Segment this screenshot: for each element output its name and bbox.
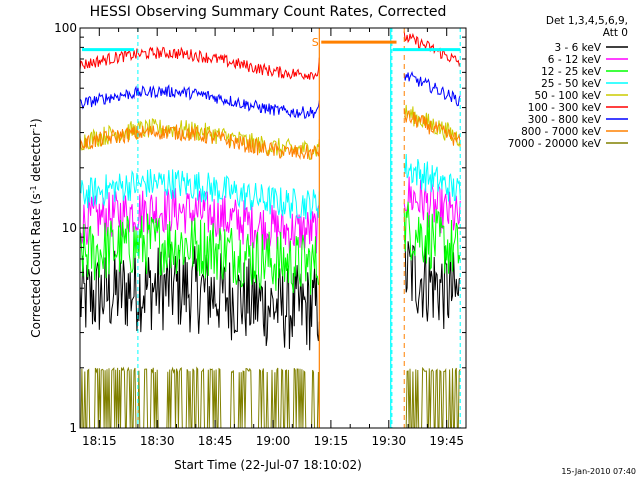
legend-label-8: 800 - 7000 keV [521, 126, 602, 138]
y-axis-label-mid: detector [29, 131, 43, 186]
legend-label-4: 25 - 50 keV [541, 78, 602, 90]
legend-label-5: 50 - 100 keV [534, 90, 601, 102]
x-tick-label: 18:30 [140, 434, 175, 448]
series-line-3 [79, 201, 461, 295]
x-tick-label: 18:15 [82, 434, 117, 448]
y-tick-label: 1 [69, 421, 77, 435]
legend-header-2: Att 0 [603, 27, 628, 39]
legend-label-2: 6 - 12 keV [548, 54, 602, 66]
y-axis-label-end: ) [29, 118, 43, 123]
series-line-7 [79, 70, 461, 119]
y-tick-label: 100 [54, 21, 77, 35]
y-axis-label-sup2: -1 [29, 123, 38, 131]
series-line-8 [79, 108, 461, 161]
x-tick-label: 19:00 [256, 434, 291, 448]
series-line-6 [79, 31, 461, 81]
y-axis-label-main: Corrected Count Rate (s [29, 193, 43, 337]
y-tick-label: 10 [62, 221, 77, 235]
plot-area: S [79, 28, 461, 429]
legend-label-1: 3 - 6 keV [554, 42, 601, 54]
series-line-4 [79, 153, 461, 220]
x-tick-label: 18:45 [198, 434, 233, 448]
x-axis: 18:15 18:30 18:45 19:00 19:15 19:30 19:45 [79, 28, 467, 448]
footer-date: 15-Jan-2010 07:40 [561, 467, 636, 476]
series-line-2 [79, 176, 461, 254]
legend-label-7: 300 - 800 keV [528, 114, 602, 126]
x-tick-label: 19:30 [372, 434, 407, 448]
series-line-9 [80, 366, 461, 429]
legend-label-6: 100 - 300 keV [528, 102, 602, 114]
y-axis-label-sup1: -1 [29, 185, 38, 193]
legend-label-9: 7000 - 20000 keV [508, 138, 602, 150]
y-axis: 1 10 100 [54, 21, 466, 435]
x-axis-label: Start Time (22-Jul-07 18:10:02) [174, 458, 362, 472]
y-axis-label: Corrected Count Rate (s-1 detector-1) [29, 118, 44, 337]
saa-flag-label: S [312, 36, 319, 49]
legend-header-1: Det 1,3,4,5,6,9, [546, 15, 628, 27]
x-tick-label: 19:15 [314, 434, 349, 448]
chart-title: HESSI Observing Summary Count Rates, Cor… [90, 4, 447, 20]
x-tick-label: 19:45 [429, 434, 464, 448]
legend-label-3: 12 - 25 keV [541, 66, 602, 78]
